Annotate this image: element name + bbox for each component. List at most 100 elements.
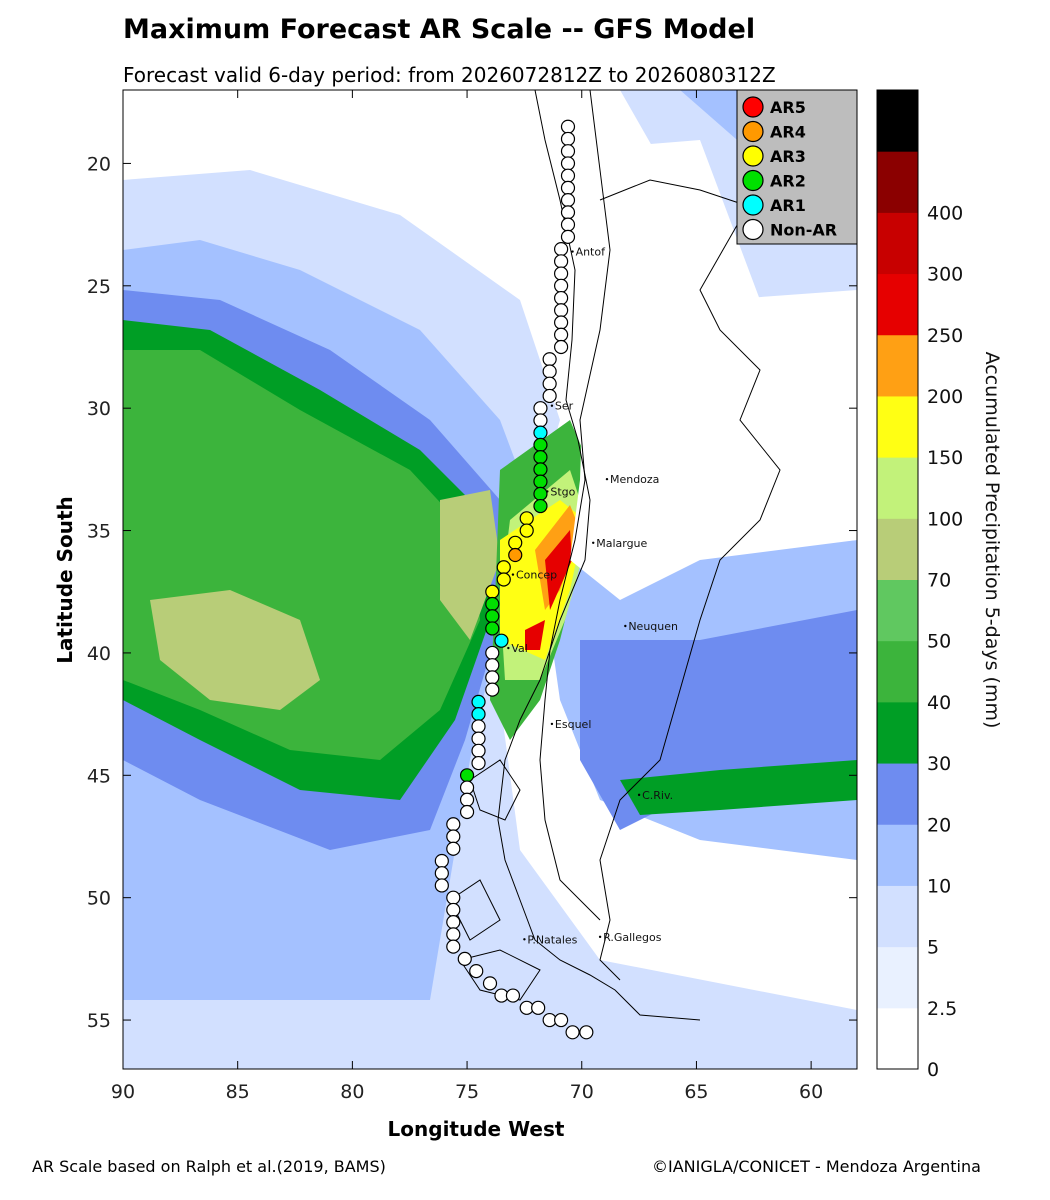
precip-band-30mm-east [620,760,857,815]
ar-marker [446,915,461,930]
x-tick-label: 85 [226,1081,250,1103]
city-label: Ser [555,400,574,413]
ar-marker [533,498,548,514]
y-axis-label: Latitude South [53,496,77,663]
ar-marker [434,866,449,881]
precip-band-50mm-coast [440,490,500,640]
ar-marker [533,462,548,477]
city-label: Esquel [555,718,591,731]
y-tick-label: 20 [87,153,111,175]
precip-band-chile-200mm-south [525,620,545,650]
ar-marker [560,119,576,134]
ar-marker [533,401,548,416]
ar-marker [533,425,548,440]
colorbar-tick-label: 70 [927,570,951,592]
ar-marker [485,584,500,599]
colorbar-cell [877,946,918,1009]
ar-marker [554,241,569,257]
legend-label: AR3 [770,147,806,166]
y-tick-label: 50 [87,888,111,910]
x-tick-label: 80 [340,1081,364,1103]
map-subtitle: Forecast valid 6-day period: from 202607… [123,63,776,87]
city-dot [571,250,574,253]
colorbar-cell [877,701,918,764]
colorbar-cell [877,518,918,580]
dry-interior-north [575,140,760,320]
ar-marker [446,817,461,832]
ar-marker [471,743,486,758]
ar-marker [459,792,475,807]
ar-marker [469,963,484,979]
ar-marker [459,780,475,795]
ar-marker [496,572,511,587]
city-dot [511,573,515,576]
city-dot [550,722,554,726]
colorbar-tick-label: 100 [927,508,963,530]
x-tick-label: 70 [570,1081,594,1103]
ar-marker [560,229,576,244]
ar-marker [485,596,500,612]
x-tick-label: 65 [684,1081,708,1103]
legend-label: AR1 [770,196,806,215]
city-label: P.Natales [527,933,577,946]
ar-marker [554,278,569,293]
ar-marker [446,939,461,954]
ar-marker [560,156,576,171]
precip-band-50mm [150,590,320,710]
x-tick-label: 75 [455,1081,479,1103]
ar-marker [533,486,548,501]
ar-marker [446,829,461,844]
colorbar-cell [877,1007,918,1070]
city-label: Stgo [550,485,575,498]
legend-marker [742,145,764,167]
ar-marker [560,131,576,147]
ar-marker [446,927,461,942]
ar-marker [560,193,576,208]
colorbar-label: Accumulated Precipitation 5-days (mm) [981,352,1003,729]
ar-marker [542,376,557,391]
ar-marker [459,804,475,820]
ar-marker [542,352,557,367]
colorbar-tick-label: 50 [927,631,951,653]
x-axis-label: Longitude West [388,1117,565,1141]
ar-marker [508,535,523,550]
y-tick-label: 25 [87,276,111,298]
colorbar-tick-label: 10 [927,875,951,897]
colorbar-cell [877,395,918,458]
ar-marker [542,388,557,404]
legend-marker [742,169,764,192]
footer-copyright: ©IANIGLA/CONICET - Mendoza Argentina [652,1157,981,1176]
city-label: Antof [576,246,607,259]
ar-marker [508,547,523,563]
patagonia-islands [449,759,541,1001]
legend-marker [742,96,764,118]
ar-marker [533,437,548,452]
ar-marker [505,988,521,1003]
colorbar-tick-label: 150 [927,447,963,469]
ar-marker [533,474,548,489]
city-label: Neuquen [628,620,678,633]
ar-marker [560,180,576,195]
city-label: Mendoza [610,473,659,486]
city-dot [507,646,510,650]
ar-marker [533,450,548,465]
legend-label: AR5 [770,98,806,117]
legend-label: AR2 [770,172,806,191]
ar-marker [471,731,486,746]
ar-marker [519,523,534,538]
x-tick-label: 90 [111,1081,135,1103]
ar-marker [554,254,569,269]
ar-marker [482,976,498,991]
ar-marker [446,841,461,856]
map-panel [122,89,858,1070]
city-label: Malargue [596,537,647,550]
y-tick-label: 35 [87,521,111,543]
x-tick-label: 60 [799,1081,823,1103]
precip-band-20mm-east [580,610,857,830]
footer-citation: AR Scale based on Ralph et al.(2019, BAM… [32,1157,386,1176]
ar-marker [533,413,548,428]
colorbar: 0 2.5 5 10 20 30 40 50 70 100 150 200 250 300 400 Accu… [876,89,1003,1081]
x-axis-ticks: 90 85 80 75 70 65 60 [111,90,823,1103]
city-label: Val [511,642,527,655]
